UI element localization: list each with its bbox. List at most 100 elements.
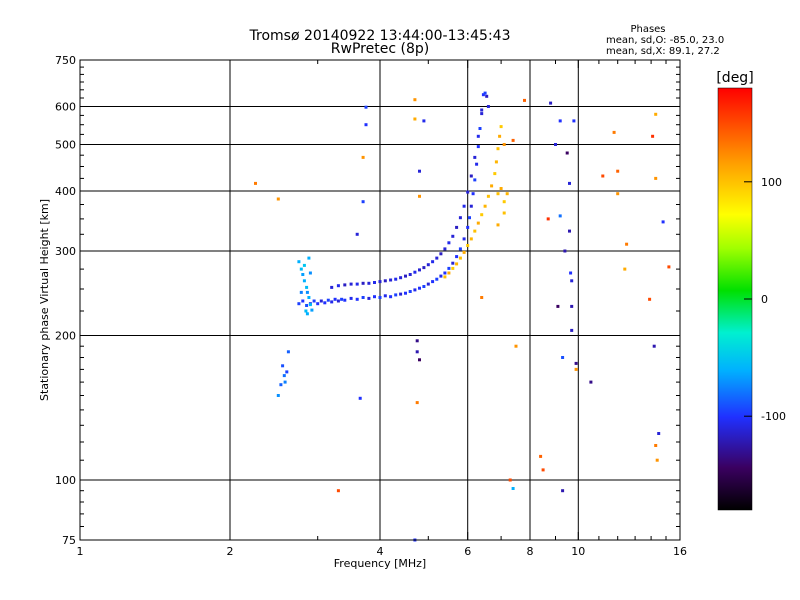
data-point [480,108,484,112]
data-point [490,184,494,188]
data-point [502,143,506,146]
data-point [349,296,353,300]
data-point [469,237,473,241]
data-point [408,273,412,276]
data-point [458,256,462,260]
data-point [439,274,443,278]
data-point [435,277,439,281]
data-point [496,192,500,196]
data-point [473,155,477,159]
series-o-mode-trace-upper- [330,94,490,289]
data-point [361,155,365,159]
y-tick-label: 200 [55,330,76,343]
data-point [469,174,473,178]
data-point [473,229,477,233]
x-tick-label: 1 [77,545,84,558]
data-point [399,276,403,280]
data-point [443,271,447,275]
data-point [364,123,368,127]
data-point [418,286,421,290]
data-point [326,298,330,302]
data-point [451,261,455,265]
data-point [383,294,387,298]
data-point [466,244,470,247]
data-point [297,260,301,264]
data-point [333,297,337,301]
data-point [471,192,475,196]
data-point [476,134,480,138]
data-point [458,247,462,251]
chart-title: Tromsø 20140922 13:44:00-13:45:43 [249,28,511,44]
data-point [508,478,512,482]
data-point [473,178,477,182]
data-point [340,297,344,301]
data-point [378,296,382,299]
data-point [654,444,658,447]
data-point [373,295,376,299]
data-point [486,105,490,108]
x-tick-label: 2 [227,545,234,558]
y-tick-label: 100 [55,474,76,487]
data-point [415,401,419,405]
data-point [310,308,314,312]
data-point [493,172,497,176]
y-axis-label: Stationary phase Virtual Height [km] [38,199,51,401]
data-point [499,187,503,190]
data-point [561,489,565,493]
data-point [466,190,470,194]
data-point [563,249,567,253]
data-point [478,127,482,130]
data-point [568,181,571,185]
data-point [655,458,659,462]
data-point [466,225,470,229]
data-point [254,181,257,185]
data-point [481,93,485,97]
y-tick-label: 750 [55,54,76,67]
data-point [554,143,557,146]
data-point [462,237,466,241]
data-point [361,281,365,285]
data-point [475,162,479,166]
data-point [299,267,303,271]
data-point [574,367,578,371]
data-point [447,241,451,245]
data-point [511,138,515,142]
data-point [301,273,305,276]
data-point [431,280,435,284]
data-point [443,247,447,251]
data-point [480,296,484,299]
data-point [415,350,419,354]
data-point [355,232,359,236]
data-point [483,91,487,95]
data-point [539,454,543,458]
data-point [358,396,362,400]
data-point [498,134,502,138]
colorbar-tick-label: -100 [761,410,786,423]
data-point [413,288,417,292]
data-point [502,200,506,204]
data-point [389,295,393,299]
data-point [307,296,311,299]
data-point [330,285,334,289]
data-point [355,282,359,286]
y-tick-label: 500 [55,139,76,152]
data-point [439,252,443,256]
data-point [616,192,620,196]
data-point [304,309,308,313]
data-point [652,344,656,348]
data-point [657,432,661,435]
y-tick-label: 400 [55,185,76,198]
data-point [285,370,289,374]
chart-subtitle: RwPretec (8p) [331,41,429,57]
data-point [316,302,320,306]
data-point [426,263,430,267]
data-point [570,304,574,308]
data-point [305,304,309,307]
data-point [302,263,306,267]
series-spread-near-2-8-mhz [297,256,314,316]
data-point [413,117,417,121]
data-point [323,301,327,305]
data-point [565,151,569,155]
data-point [546,217,550,221]
data-point [589,380,593,384]
